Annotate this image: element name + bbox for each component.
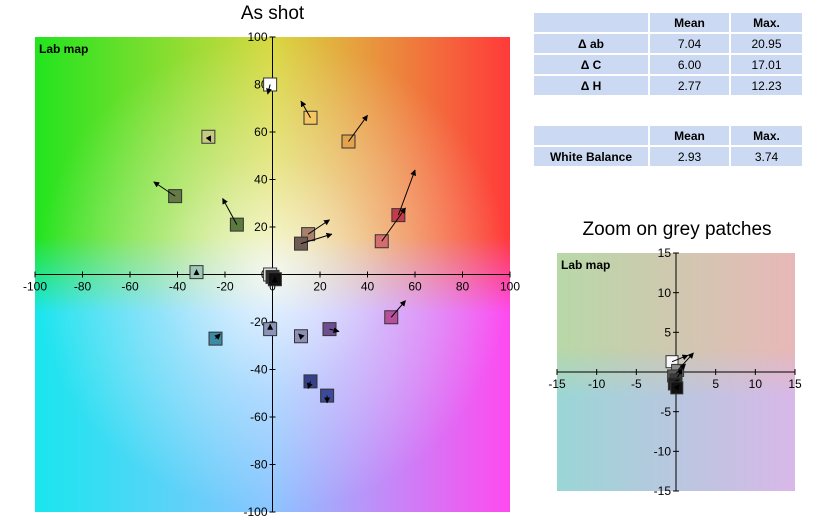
zoom-map-label: Lab map xyxy=(561,258,610,272)
table-header-mean: Mean xyxy=(650,126,729,145)
table-corner-cell xyxy=(534,13,648,32)
table-row: Δ ab 7.04 20.95 xyxy=(534,34,802,53)
x-tick-label: -40 xyxy=(169,280,187,294)
x-tick-label: 80 xyxy=(456,280,470,294)
y-tick-label: -15 xyxy=(654,484,672,498)
max-value: 17.01 xyxy=(731,55,802,74)
x-tick-label: -5 xyxy=(631,377,642,391)
main-map-label: Lab map xyxy=(39,42,88,56)
shift-arrow xyxy=(329,327,340,334)
y-tick-label: -80 xyxy=(250,458,268,472)
patch-marker xyxy=(201,129,216,144)
shift-arrow xyxy=(306,381,313,390)
patch-marker xyxy=(263,322,278,337)
row-label: Δ ab xyxy=(534,34,648,53)
table-corner-cell xyxy=(534,126,648,145)
x-tick-label: 5 xyxy=(712,377,719,391)
table-row: Δ C 6.00 17.01 xyxy=(534,55,802,74)
x-tick-label: 100 xyxy=(500,280,520,294)
patch-marker xyxy=(341,114,368,149)
white-balance-table: Mean Max. White Balance 2.93 3.74 xyxy=(532,124,804,168)
row-label: Δ C xyxy=(534,55,648,74)
shift-arrow xyxy=(205,135,212,143)
y-tick-label: -40 xyxy=(250,363,268,377)
patch-marker xyxy=(300,100,318,125)
main-chart-title: As shot xyxy=(240,3,305,24)
x-tick-label: 15 xyxy=(788,377,802,391)
x-tick-label: -15 xyxy=(548,377,566,391)
zoom-chart-title: Zoom on grey patches xyxy=(582,219,772,240)
patch-marker xyxy=(263,77,278,95)
patch-marker xyxy=(322,322,340,337)
shift-arrow xyxy=(298,333,305,340)
patch-marker xyxy=(374,207,406,249)
zoom-patches xyxy=(665,352,694,395)
x-tick-label: -20 xyxy=(216,280,234,294)
y-tick-label: -5 xyxy=(660,405,671,419)
table-row: Δ H 2.77 12.23 xyxy=(534,76,802,95)
x-tick-label: -100 xyxy=(23,280,47,294)
max-value: 3.74 xyxy=(731,147,802,166)
patch-marker xyxy=(670,381,684,395)
shift-arrow xyxy=(390,300,406,318)
x-tick-label: -10 xyxy=(588,377,606,391)
y-tick-label: 60 xyxy=(254,125,268,139)
patch-marker xyxy=(303,374,318,390)
x-tick-label: -80 xyxy=(74,280,92,294)
mean-value: 7.04 xyxy=(650,34,729,53)
x-tick-label: 60 xyxy=(408,280,422,294)
max-value: 12.23 xyxy=(731,76,802,95)
table-header-row: Mean Max. xyxy=(534,13,802,32)
table-header-max: Max. xyxy=(731,13,802,32)
max-value: 20.95 xyxy=(731,34,802,53)
y-tick-label: 20 xyxy=(254,220,268,234)
table-header-mean: Mean xyxy=(650,13,729,32)
patch-marker xyxy=(222,197,244,232)
x-tick-label: 0 xyxy=(269,280,276,294)
y-tick-label: -60 xyxy=(250,410,268,424)
y-tick-label: 15 xyxy=(658,246,672,260)
shift-arrow xyxy=(307,219,330,235)
shift-arrow xyxy=(348,114,368,142)
row-label: White Balance xyxy=(534,147,648,166)
patch-marker xyxy=(153,181,183,204)
x-tick-label: 20 xyxy=(313,280,327,294)
x-tick-label: 40 xyxy=(361,280,375,294)
patch-marker xyxy=(294,232,333,251)
shift-arrow xyxy=(671,354,689,363)
shift-arrow xyxy=(300,100,311,118)
shift-arrow xyxy=(222,197,238,225)
y-tick-label: -100 xyxy=(243,505,267,519)
y-tick-label: 100 xyxy=(247,30,267,44)
main-patches xyxy=(153,77,416,404)
table-row: White Balance 2.93 3.74 xyxy=(534,147,802,166)
y-tick-label: 5 xyxy=(664,326,671,340)
patch-marker xyxy=(384,300,406,325)
x-tick-label: -60 xyxy=(121,280,139,294)
y-tick-label: 40 xyxy=(254,173,268,187)
patch-marker xyxy=(189,265,204,280)
shift-arrow xyxy=(381,207,406,242)
shift-arrow xyxy=(266,84,272,95)
shift-arrow xyxy=(214,333,221,340)
y-tick-label: 10 xyxy=(658,286,672,300)
y-tick-label: -10 xyxy=(654,445,672,459)
patch-marker xyxy=(320,388,335,404)
table-header-row: Mean Max. xyxy=(534,126,802,145)
row-label: Δ H xyxy=(534,76,648,95)
patch-marker xyxy=(267,272,282,287)
patch-marker xyxy=(294,329,308,344)
x-tick-label: 10 xyxy=(749,377,763,391)
table-header-max: Max. xyxy=(731,126,802,145)
shift-arrow xyxy=(673,384,680,391)
patch-marker xyxy=(208,331,223,346)
mean-value: 2.93 xyxy=(650,147,729,166)
shift-arrow xyxy=(300,232,333,245)
mean-value: 6.00 xyxy=(650,55,729,74)
shift-arrow xyxy=(153,181,176,197)
delta-stats-table: Mean Max. Δ ab 7.04 20.95 Δ C 6.00 17.01… xyxy=(532,11,804,97)
mean-value: 2.77 xyxy=(650,76,729,95)
